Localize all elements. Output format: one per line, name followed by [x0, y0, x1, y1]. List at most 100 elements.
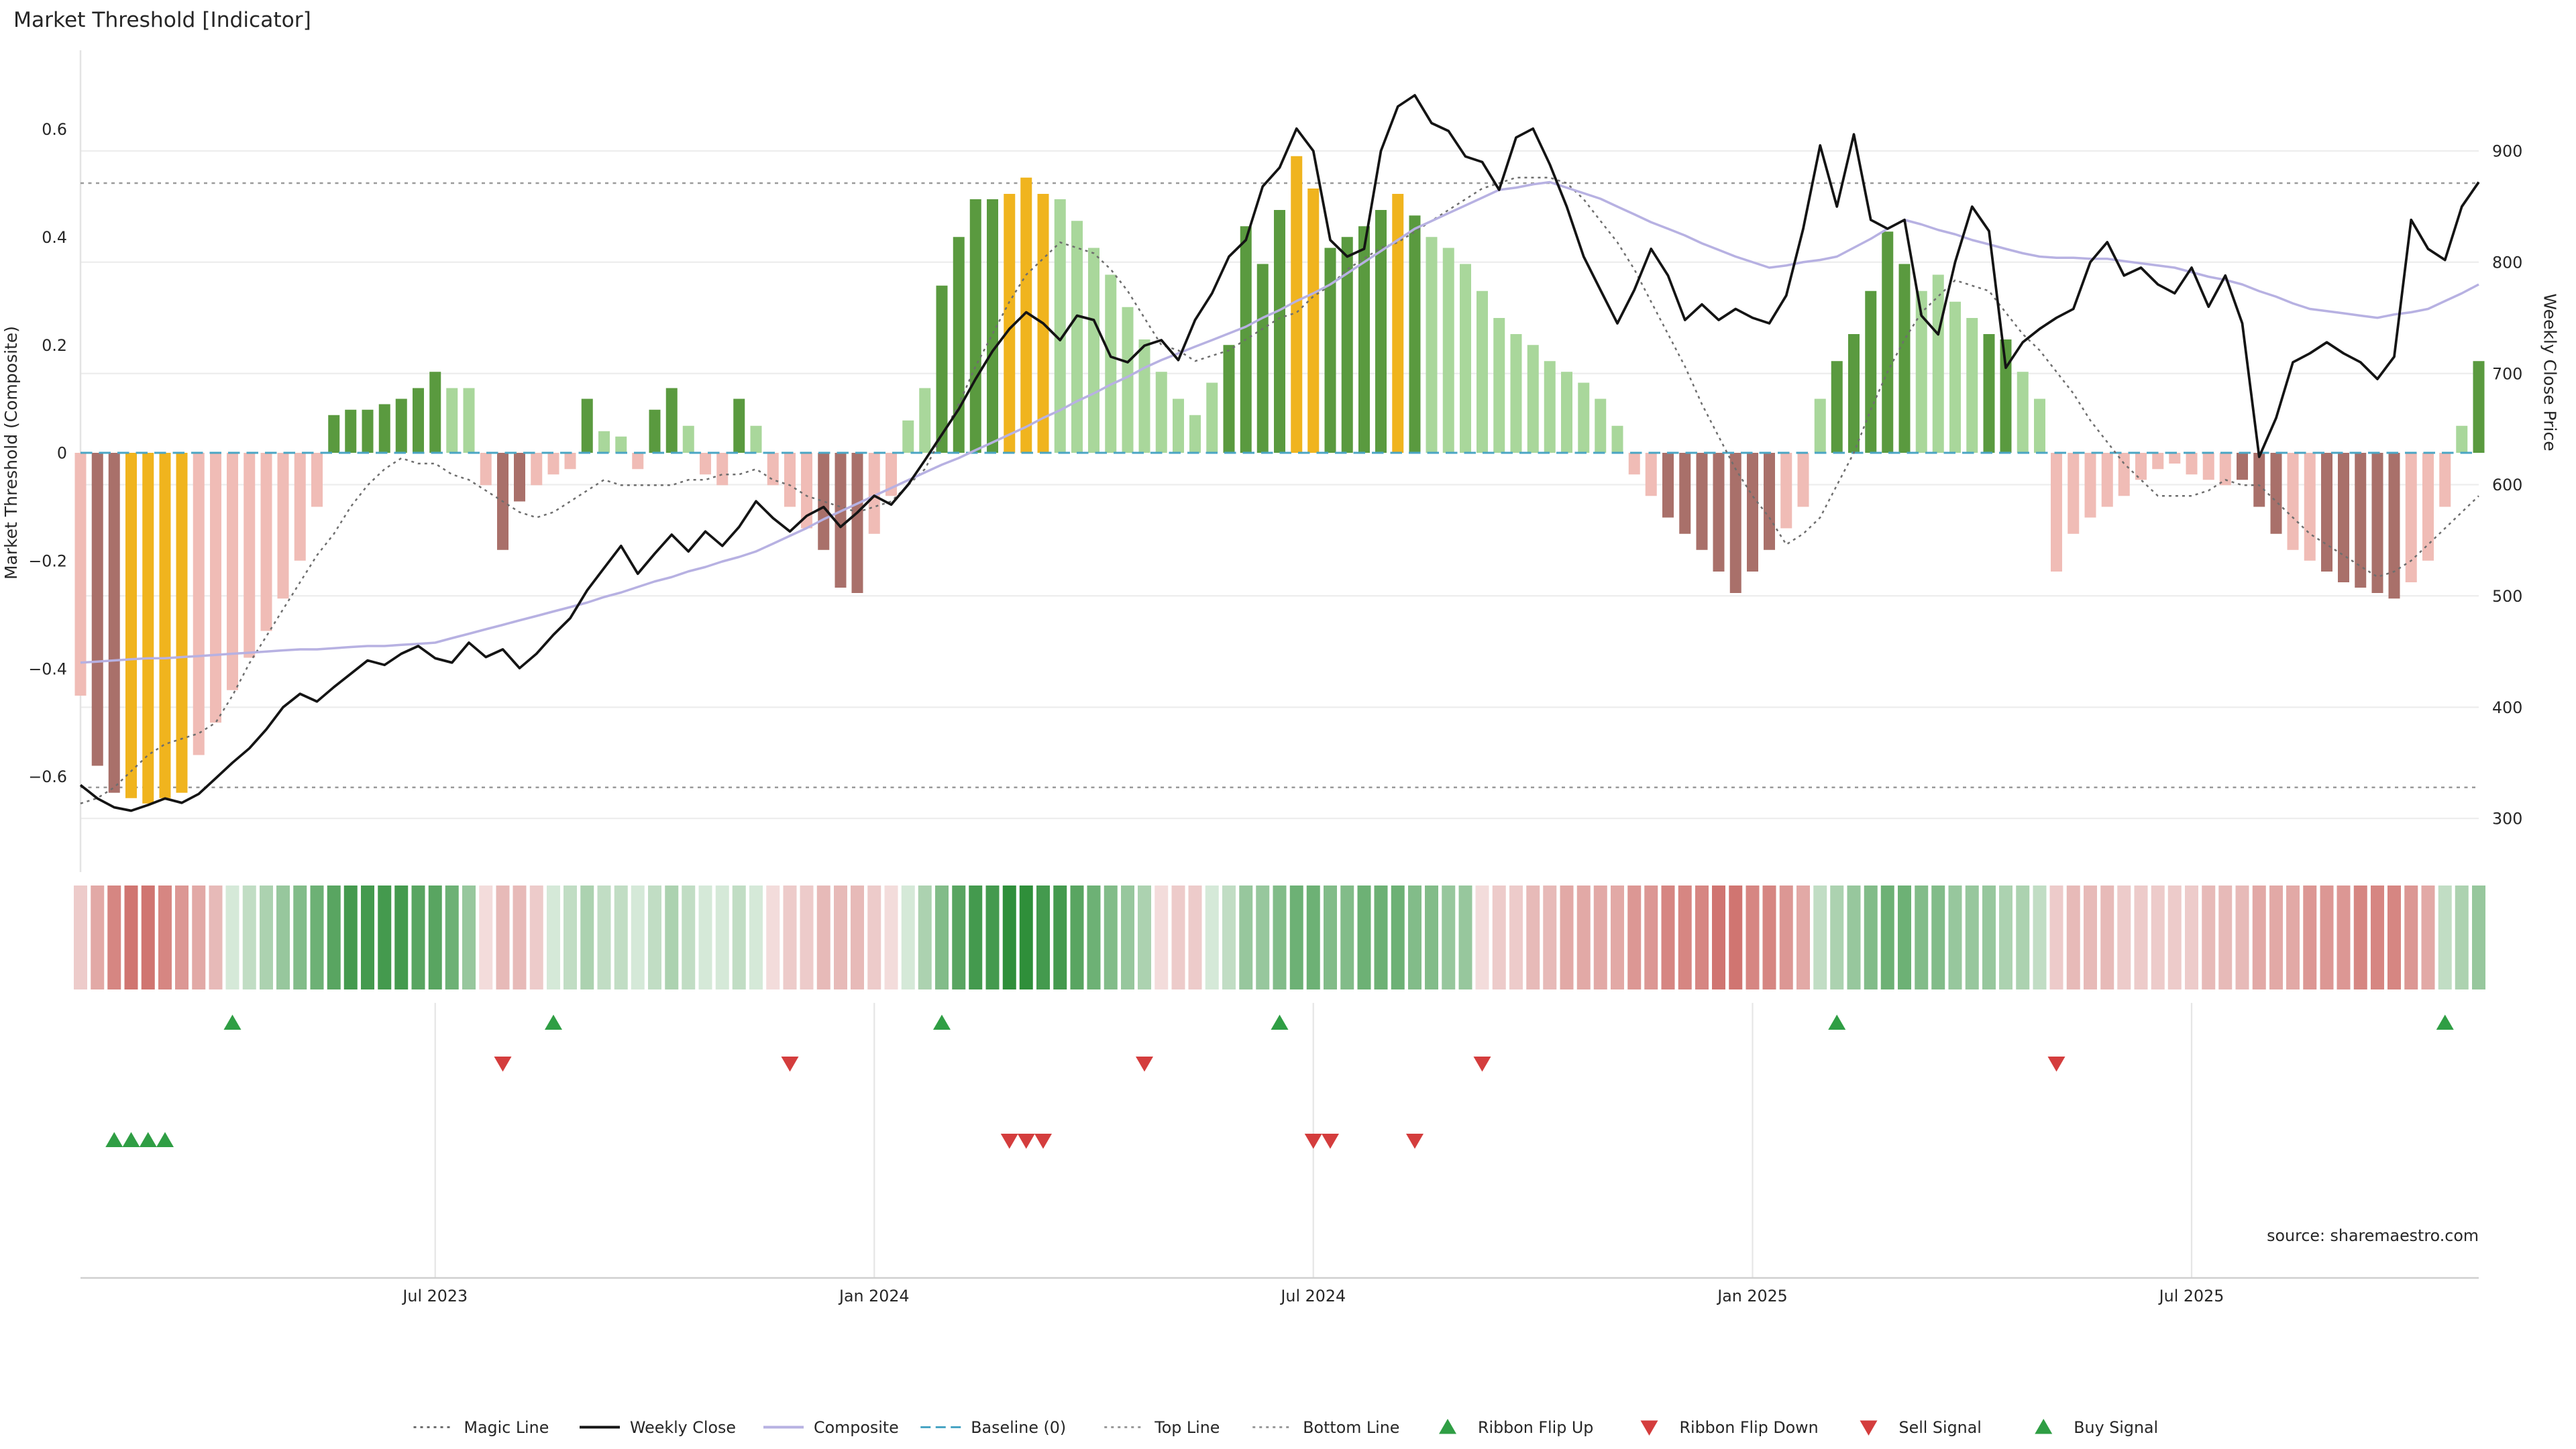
threshold-bar	[2101, 453, 2113, 507]
x-axis-tick: Jan 2025	[1716, 1287, 1788, 1305]
page-title: Market Threshold [Indicator]	[13, 8, 311, 32]
ribbon-cell	[2218, 885, 2233, 989]
ribbon-cell	[124, 885, 138, 989]
threshold-bar	[2084, 453, 2096, 518]
threshold-bar	[1274, 210, 1285, 453]
ribbon-cell	[766, 885, 780, 989]
ribbon-cell	[1205, 885, 1219, 989]
threshold-bar	[902, 420, 914, 453]
threshold-bar	[1747, 453, 1758, 572]
threshold-bar	[1358, 226, 1370, 453]
ribbon-cell	[1796, 885, 1810, 989]
threshold-bar	[446, 388, 458, 453]
ribbon-cell	[2016, 885, 2030, 989]
threshold-bar	[733, 398, 745, 453]
threshold-bar	[868, 453, 880, 534]
threshold-bar	[1426, 237, 1438, 453]
legend-label: Buy Signal	[2074, 1418, 2158, 1437]
composite-line	[80, 180, 2479, 664]
ribbon-flip-up-marker	[2436, 1014, 2454, 1030]
threshold-bar	[2439, 453, 2451, 507]
sell-signal-marker	[1406, 1134, 1424, 1149]
ribbon-cell	[732, 885, 746, 989]
ribbon-cell	[1830, 885, 1844, 989]
threshold-bar	[2237, 453, 2248, 480]
threshold-bar	[1138, 339, 1150, 453]
ribbon-cell	[2455, 885, 2469, 989]
threshold-bar	[2422, 453, 2434, 561]
threshold-bar	[480, 453, 492, 486]
ribbon-cell	[411, 885, 425, 989]
threshold-bar	[2000, 339, 2012, 453]
ribbon-cell	[2404, 885, 2418, 989]
threshold-bar	[413, 388, 424, 453]
ribbon-cell	[1324, 885, 1337, 989]
threshold-bar	[277, 453, 289, 599]
ribbon-cell	[175, 885, 189, 989]
right-axis-tick: 900	[2492, 142, 2522, 161]
threshold-bar	[378, 404, 390, 453]
ribbon-cell	[834, 885, 847, 989]
threshold-bar	[1223, 345, 1235, 453]
threshold-bar	[125, 453, 138, 798]
threshold-bar	[2355, 453, 2367, 588]
right-axis-tick: 800	[2492, 253, 2522, 272]
threshold-bar	[1578, 382, 1590, 453]
ribbon-flip-down-marker	[494, 1057, 512, 1072]
threshold-bar	[2456, 425, 2468, 453]
threshold-bar	[2219, 453, 2231, 486]
left-axis-tick: 0.4	[42, 228, 67, 247]
threshold-bar	[74, 453, 87, 696]
threshold-bar	[1510, 334, 1522, 453]
threshold-bar	[1291, 156, 1303, 453]
reference-lines	[80, 182, 2479, 788]
ribbon-cell	[2151, 885, 2165, 989]
threshold-bar	[1206, 382, 1218, 453]
threshold-bar	[1189, 415, 1201, 453]
ribbon-cell	[1171, 885, 1185, 989]
ribbon-cell	[2337, 885, 2351, 989]
ribbon-cell	[918, 885, 932, 989]
threshold-bar	[716, 453, 729, 486]
ribbon-cell	[682, 885, 696, 989]
ribbon-flip-up-marker	[1271, 1014, 1289, 1030]
ribbon-cell	[394, 885, 409, 989]
ribbon-flip-up-marker	[223, 1014, 241, 1030]
threshold-bar	[1493, 318, 1505, 453]
ribbon-flip-down-marker	[1136, 1057, 1153, 1072]
ribbon-cell	[378, 885, 392, 989]
ribbon-cell	[2252, 885, 2266, 989]
threshold-bar	[1729, 453, 1741, 593]
sell-signal-marker	[1322, 1134, 1339, 1149]
threshold-bar	[1442, 248, 1454, 453]
ribbon-cell	[1509, 885, 1523, 989]
ribbon-flip-up-marker	[933, 1014, 951, 1030]
x-axis-tick: Jul 2023	[401, 1287, 468, 1305]
threshold-bar	[581, 398, 593, 453]
ribbon-cell	[327, 885, 341, 989]
axis-ticks: 0.6 0.4 0.2 0 −0.2 −0.4 −0.6 900 800 700 600 500 400…	[28, 120, 2522, 1305]
ribbon-cell	[1898, 885, 1911, 989]
threshold-bar	[1713, 453, 1725, 572]
threshold-bar	[328, 415, 340, 453]
threshold-bar	[665, 388, 678, 453]
ribbon-flip-down-marker	[1473, 1057, 1491, 1072]
ribbon-cell	[969, 885, 983, 989]
threshold-bar	[1527, 345, 1539, 453]
threshold-bar	[1561, 372, 1572, 453]
ribbon-cell	[2235, 885, 2249, 989]
left-axis-tick: 0.6	[42, 120, 67, 139]
ribbon-cell	[428, 885, 442, 989]
threshold-bar	[1155, 372, 1167, 453]
ribbon-cell	[260, 885, 273, 989]
threshold-bar	[615, 436, 627, 453]
ribbon-cell	[2084, 885, 2097, 989]
ribbon-cell	[1948, 885, 1962, 989]
threshold-bar	[1409, 215, 1421, 453]
threshold-bar	[1915, 290, 1927, 453]
threshold-bar	[1375, 210, 1387, 453]
threshold-bar	[227, 453, 238, 690]
ribbon-cell	[867, 885, 881, 989]
source-credit: source: sharemaestro.com	[2267, 1226, 2479, 1245]
threshold-bar	[2321, 453, 2332, 572]
